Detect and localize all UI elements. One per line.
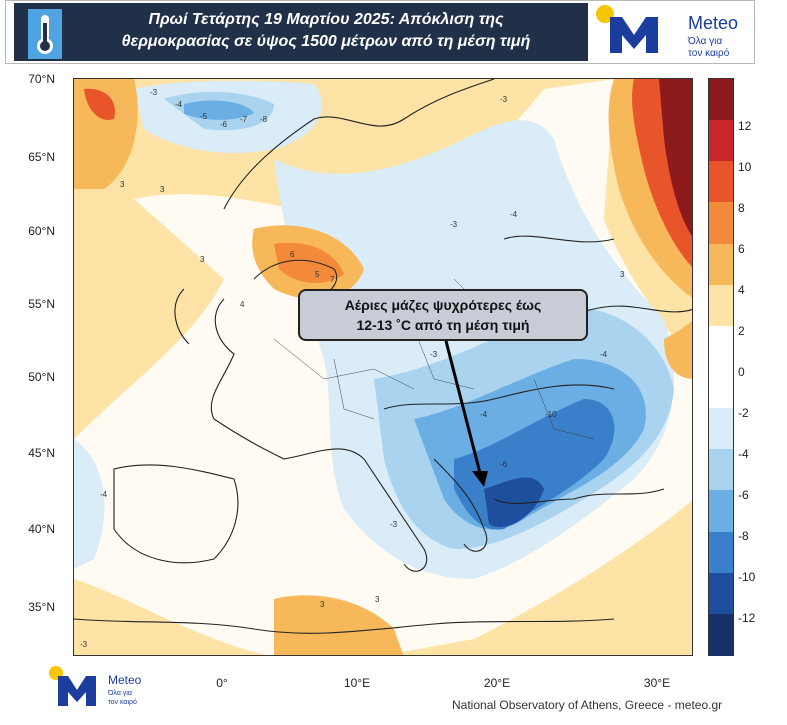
contour-label: -8 bbox=[260, 115, 268, 124]
lat-label: 35°N bbox=[28, 600, 55, 614]
colorbar-label: -10 bbox=[738, 570, 756, 584]
callout-arrow bbox=[444, 340, 482, 474]
callout-box: Αέριες μάζες ψυχρότερες έως 12-13 ˚C από… bbox=[298, 289, 588, 341]
colorbar-label: 6 bbox=[738, 242, 745, 256]
colorbar-segment bbox=[709, 408, 733, 451]
meteo-logo: Meteo Όλα για τον καιρό bbox=[596, 5, 738, 59]
colorbar bbox=[708, 78, 734, 656]
contour-label: -7 bbox=[240, 115, 248, 124]
colorbar-label: 12 bbox=[738, 119, 752, 133]
colorbar-segment bbox=[709, 367, 733, 409]
contour-label: 4 bbox=[240, 300, 245, 309]
contour-label: 3 bbox=[160, 185, 165, 194]
colorbar-segment bbox=[709, 202, 733, 245]
title-line-2: θερμοκρασίας σε ύψος 1500 μέτρων από τη … bbox=[121, 33, 531, 50]
footer-logo-brand: Meteo bbox=[108, 673, 142, 687]
lat-label: 40°N bbox=[28, 522, 55, 536]
contour-label: -3 bbox=[80, 640, 88, 649]
colorbar-segment bbox=[709, 572, 733, 615]
lat-label: 65°N bbox=[28, 150, 55, 164]
contour-label: -10 bbox=[545, 410, 557, 419]
map-field bbox=[74, 79, 692, 655]
logo-tagline-2: τον καιρό bbox=[688, 47, 730, 59]
contour-label: 3 bbox=[120, 180, 125, 189]
colorbar-label: -2 bbox=[738, 406, 749, 420]
lon-label: 30°E bbox=[643, 676, 671, 690]
colorbar-segment bbox=[709, 490, 733, 533]
footer-credit: National Observatory of Athens, Greece -… bbox=[452, 698, 723, 712]
colorbar-label: -8 bbox=[738, 529, 749, 543]
lat-label: 70°N bbox=[28, 72, 55, 86]
header-banner: Πρωί Τετάρτης 19 Μαρτίου 2025: Απόκλιση … bbox=[5, 0, 755, 64]
colorbar-segment bbox=[709, 325, 733, 368]
lon-label: 20°E bbox=[483, 676, 511, 690]
contour-label: 6 bbox=[290, 250, 295, 259]
colorbar-segment bbox=[709, 449, 733, 492]
logo-brand: Meteo bbox=[688, 13, 738, 33]
contour-label: -3 bbox=[390, 520, 398, 529]
contour-label: -4 bbox=[480, 410, 488, 419]
contour-label: -3 bbox=[430, 350, 438, 359]
colorbar-segment bbox=[709, 613, 733, 656]
colorbar-segment bbox=[709, 120, 733, 163]
contour-label: -6 bbox=[500, 460, 508, 469]
colorbar-label: -4 bbox=[738, 447, 749, 461]
footer-logo-tagline-2: τον καιρό bbox=[108, 698, 137, 706]
contour-label: -5 bbox=[200, 112, 208, 121]
colorbar-label: 0 bbox=[738, 365, 745, 379]
footer-logo-tagline-1: Όλα για bbox=[107, 690, 132, 697]
colorbar-label: -12 bbox=[738, 611, 756, 625]
temperature-anomaly-map bbox=[73, 78, 693, 656]
contour-label: -3 bbox=[450, 220, 458, 229]
thermometer-icon bbox=[28, 9, 62, 59]
colorbar-segment bbox=[709, 284, 733, 327]
meteo-logo-footer: Meteo Όλα για τον καιρό bbox=[49, 666, 142, 706]
contour-label: -4 bbox=[175, 100, 183, 109]
colorbar-label: 2 bbox=[738, 324, 745, 338]
colorbar-segment bbox=[709, 531, 733, 574]
colorbar-label: 4 bbox=[738, 283, 745, 297]
contour-label: -4 bbox=[600, 350, 608, 359]
contour-label: 3 bbox=[320, 600, 325, 609]
contour-label: 7 bbox=[330, 275, 335, 284]
callout-line-1: Αέριες μάζες ψυχρότερες έως bbox=[344, 297, 542, 313]
colorbar-label: 10 bbox=[738, 160, 752, 174]
contour-label: 3 bbox=[620, 270, 625, 279]
contour-label: -3 bbox=[500, 95, 508, 104]
map-title: Πρωί Τετάρτης 19 Μαρτίου 2025: Απόκλιση … bbox=[76, 9, 576, 53]
contour-label: 5 bbox=[315, 270, 320, 279]
lon-label: 0° bbox=[216, 676, 228, 690]
contour-label: 3 bbox=[200, 255, 205, 264]
colorbar-label: -6 bbox=[738, 488, 749, 502]
colorbar-segment bbox=[709, 243, 733, 286]
contour-label: -4 bbox=[510, 210, 518, 219]
colorbar-label: 8 bbox=[738, 201, 745, 215]
title-box: Πρωί Τετάρτης 19 Μαρτίου 2025: Απόκλιση … bbox=[14, 3, 588, 61]
lon-label: 10°E bbox=[343, 676, 371, 690]
contour-label: 3 bbox=[375, 595, 380, 604]
lat-label: 50°N bbox=[28, 370, 55, 384]
lat-label: 60°N bbox=[28, 224, 55, 238]
lat-label: 55°N bbox=[28, 297, 55, 311]
logo-tagline-1: Όλα για bbox=[687, 36, 722, 47]
callout-line-2: 12-13 ˚C από τη μέση τιμή bbox=[356, 317, 530, 333]
arrow-head-icon bbox=[472, 471, 488, 487]
contour-label: -4 bbox=[100, 490, 108, 499]
contour-label: -6 bbox=[220, 120, 228, 129]
title-line-1: Πρωί Τετάρτης 19 Μαρτίου 2025: Απόκλιση … bbox=[148, 11, 504, 28]
contour-label: -3 bbox=[150, 88, 158, 97]
lat-label: 45°N bbox=[28, 446, 55, 460]
colorbar-segment bbox=[709, 79, 733, 121]
colorbar-segment bbox=[709, 161, 733, 204]
